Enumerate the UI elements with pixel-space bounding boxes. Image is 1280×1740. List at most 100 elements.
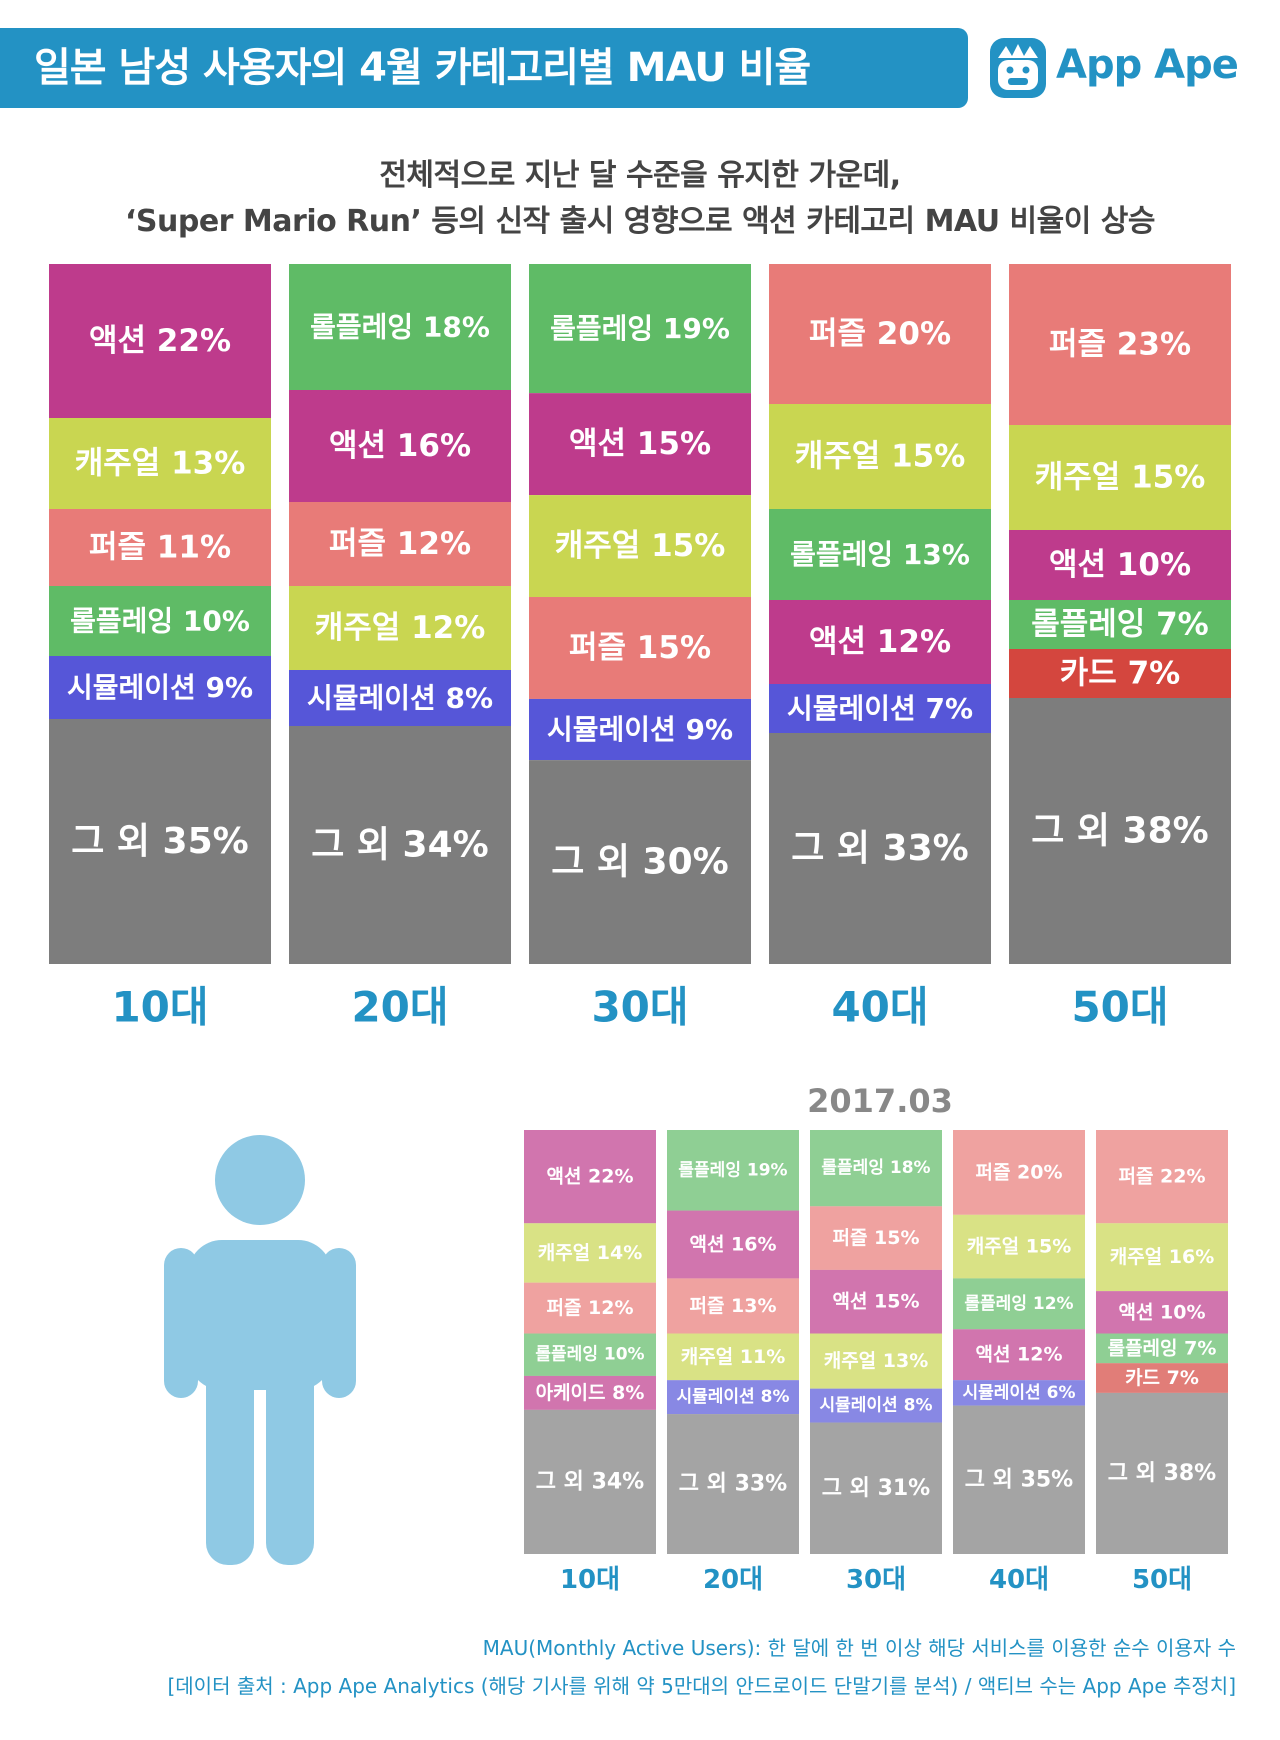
prev-data-label: 그 외 34%: [536, 1469, 644, 1494]
main-bar-puzzle-4: [1009, 264, 1231, 425]
prev-data-label: 캐주얼 15%: [967, 1236, 1072, 1258]
footnote-data-source: [데이터 출처 : App Ape Analytics (해당 기사를 위해 약…: [167, 1674, 1236, 1698]
prev-data-label: 액션 16%: [689, 1233, 776, 1255]
main-bar-casual-4: [1009, 425, 1231, 530]
ape-face-icon: [990, 38, 1046, 98]
main-data-label: 액션 15%: [569, 426, 711, 462]
page-title: 일본 남성 사용자의 4월 카테고리별 MAU 비율: [0, 28, 968, 108]
main-data-label: 퍼즐 12%: [329, 526, 471, 562]
main-data-label: 퍼즐 20%: [809, 316, 951, 352]
main-bar-action-2: [529, 393, 751, 496]
prev-bar-roleplaying-4: [1096, 1333, 1228, 1364]
prev-data-label: 아케이드 8%: [536, 1382, 645, 1404]
main-bar-puzzle-3: [769, 264, 991, 404]
prev-data-label: 퍼즐 15%: [832, 1227, 919, 1249]
main-bar-simulation-3: [769, 684, 991, 733]
prev-data-label: 액션 10%: [1118, 1301, 1205, 1323]
prev-bar-other-4: [1096, 1392, 1228, 1554]
subtitle-line-1: 전체적으로 지난 달 수준을 유지한 가운데,: [379, 158, 901, 193]
main-data-label: 카드 7%: [1060, 656, 1180, 692]
prev-bar-puzzle-0: [524, 1282, 656, 1334]
prev-bar-action-0: [524, 1130, 656, 1224]
main-data-label: 액션 12%: [809, 624, 951, 660]
main-data-label: 퍼즐 11%: [89, 530, 231, 566]
main-bar-card-4: [1009, 649, 1231, 698]
prev-data-label: 카드 7%: [1125, 1367, 1199, 1389]
main-data-label: 그 외 33%: [791, 828, 968, 869]
main-category-label: 50대: [1071, 983, 1168, 1032]
prev-bar-puzzle-4: [1096, 1130, 1228, 1224]
prev-bar-simulation-3: [953, 1380, 1085, 1406]
prev-data-label: 그 외 38%: [1108, 1461, 1216, 1486]
prev-bar-puzzle-2: [810, 1206, 942, 1270]
main-bar-roleplaying-2: [529, 264, 751, 394]
main-data-label: 액션 22%: [89, 323, 231, 359]
prev-data-label: 퍼즐 22%: [1118, 1166, 1205, 1188]
main-bar-simulation-2: [529, 698, 751, 761]
main-data-label: 그 외 35%: [71, 821, 248, 862]
prev-bar-other-0: [524, 1409, 656, 1554]
main-data-label: 그 외 38%: [1031, 811, 1208, 852]
main-data-label: 그 외 34%: [311, 825, 488, 866]
logo-text: App Ape: [1056, 42, 1239, 88]
prev-bar-arcade-0: [524, 1375, 656, 1410]
prev-bar-action-4: [1096, 1291, 1228, 1334]
prev-data-label: 퍼즐 13%: [689, 1295, 776, 1317]
chart-current-month: 액션 22% 캐주얼 13% 퍼즐 11% 롤플레잉 10% 시뮬레이션 9% 그 외 3…: [49, 264, 1231, 1032]
main-bar-puzzle-1: [289, 502, 511, 586]
main-data-label: 그 외 30%: [551, 842, 728, 883]
subtitle-line-2: ‘Super Mario Run’ 등의 신작 출시 영향으로 액션 카테고리 …: [125, 204, 1155, 239]
prev-bar-roleplaying-3: [953, 1278, 1085, 1330]
main-bar-casual-3: [769, 404, 991, 509]
main-bar-roleplaying-4: [1009, 600, 1231, 649]
prev-data-label: 캐주얼 13%: [824, 1350, 929, 1372]
app-ape-logo: App Ape: [986, 28, 1246, 108]
chart-previous-title: 2017.03: [807, 1082, 953, 1120]
main-data-label: 롤플레잉 7%: [1031, 607, 1209, 643]
prev-data-label: 퍼즐 20%: [975, 1161, 1062, 1183]
prev-data-label: 롤플레잉 12%: [964, 1294, 1073, 1314]
prev-data-label: 캐주얼 16%: [1110, 1246, 1215, 1268]
prev-bar-roleplaying-2: [810, 1130, 942, 1207]
prev-bar-card-4: [1096, 1363, 1228, 1393]
main-data-label: 퍼즐 23%: [1049, 327, 1191, 363]
main-data-label: 캐주얼 13%: [75, 446, 246, 482]
prev-bar-puzzle-3: [953, 1130, 1085, 1215]
main-data-label: 시뮬레이션 8%: [307, 682, 493, 715]
prev-bar-casual-1: [667, 1333, 799, 1381]
main-bar-casual-1: [289, 586, 511, 670]
prev-bar-casual-0: [524, 1223, 656, 1283]
main-bar-simulation-1: [289, 670, 511, 726]
main-bar-action-3: [769, 600, 991, 684]
main-bar-casual-0: [49, 418, 271, 509]
main-data-label: 시뮬레이션 7%: [787, 692, 973, 725]
main-bar-casual-2: [529, 495, 751, 598]
main-bar-action-4: [1009, 530, 1231, 600]
main-bar-puzzle-2: [529, 597, 751, 699]
prev-data-label: 롤플레잉 7%: [1108, 1337, 1217, 1359]
main-bar-action-0: [49, 264, 271, 418]
prev-bar-casual-4: [1096, 1223, 1228, 1292]
prev-data-label: 액션 12%: [975, 1344, 1062, 1366]
prev-data-label: 그 외 31%: [822, 1476, 930, 1501]
main-category-label: 10대: [111, 983, 208, 1032]
main-data-label: 퍼즐 15%: [569, 630, 711, 666]
main-data-label: 시뮬레이션 9%: [67, 671, 253, 704]
main-category-label: 20대: [351, 983, 448, 1032]
prev-data-label: 그 외 33%: [679, 1472, 787, 1497]
main-data-label: 액션 10%: [1049, 547, 1191, 583]
main-bar-puzzle-0: [49, 509, 271, 586]
main-data-label: 롤플레잉 10%: [70, 605, 250, 638]
main-data-label: 캐주얼 15%: [1035, 460, 1206, 496]
prev-bar-action-3: [953, 1329, 1085, 1381]
prev-bar-simulation-1: [667, 1380, 799, 1415]
prev-bar-roleplaying-0: [524, 1333, 656, 1376]
prev-data-label: 시뮬레이션 8%: [677, 1387, 790, 1407]
person-icon: [164, 1135, 356, 1565]
prev-category-label: 10대: [560, 1565, 620, 1595]
prev-bar-puzzle-1: [667, 1278, 799, 1334]
main-category-label: 40대: [831, 983, 928, 1032]
main-data-label: 롤플레잉 19%: [550, 312, 730, 345]
prev-data-label: 퍼즐 12%: [546, 1297, 633, 1319]
prev-data-label: 시뮬레이션 8%: [820, 1396, 933, 1416]
